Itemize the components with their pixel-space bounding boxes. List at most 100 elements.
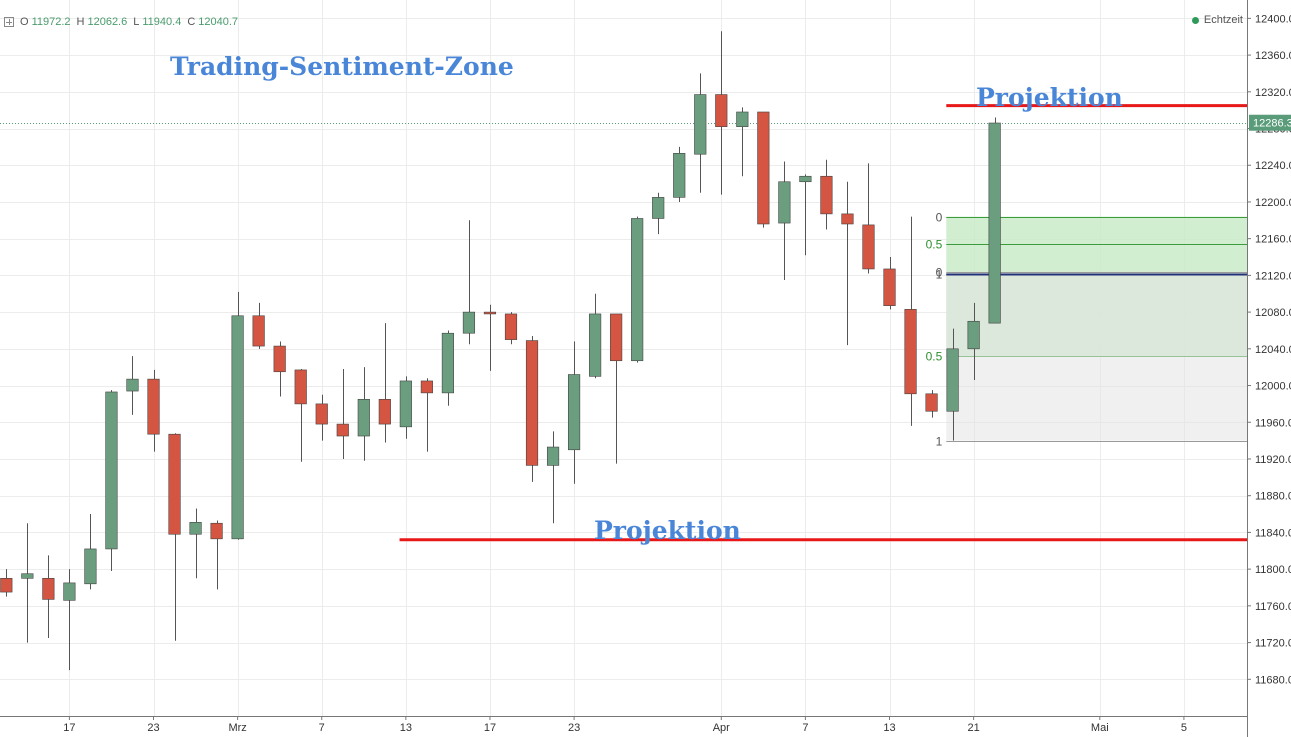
crosshair-icon[interactable] — [4, 17, 14, 27]
candle-body — [210, 522, 223, 540]
candle — [315, 394, 328, 441]
y-tick-label: 11960.0 — [1255, 417, 1291, 429]
candle-body — [925, 393, 938, 412]
candle-body — [715, 94, 728, 127]
y-tick-label: 11720.0 — [1255, 638, 1291, 650]
realtime-indicator[interactable]: Echtzeit — [1191, 14, 1243, 26]
x-tick-label: Apr — [713, 722, 730, 734]
candle — [105, 390, 118, 571]
candle — [378, 323, 391, 443]
candle-body — [610, 313, 623, 362]
fib-level-label: 0 — [936, 266, 943, 280]
candle — [820, 159, 833, 230]
candle — [967, 302, 980, 381]
y-tick-label: 12320.0 — [1255, 87, 1291, 99]
candle-body — [904, 309, 917, 395]
live-dot-icon — [1191, 16, 1199, 24]
candle — [673, 146, 686, 202]
fib-level-label: 1 — [936, 435, 943, 449]
annotation-projection-top: Projektion — [976, 83, 1123, 112]
x-tick-label: Mai — [1091, 722, 1109, 734]
candle — [273, 341, 286, 397]
candle-body — [315, 403, 328, 425]
candle-body — [820, 175, 833, 215]
fib-level-label: 0.5 — [926, 350, 943, 364]
candle-body — [42, 578, 55, 600]
candle-body — [63, 582, 76, 601]
candle — [0, 569, 13, 597]
y-tick-label: 12360.0 — [1255, 50, 1291, 62]
candle — [652, 192, 665, 235]
candle — [988, 117, 1001, 324]
candle — [715, 31, 728, 195]
candle-body — [694, 94, 707, 155]
y-tick-label: 12120.0 — [1255, 270, 1291, 282]
candle-body — [189, 522, 202, 535]
candle-body — [546, 446, 560, 466]
ohlc-high-key: H — [76, 16, 85, 28]
candle — [883, 257, 896, 310]
x-tick-label: 5 — [1181, 722, 1187, 734]
candle-body — [84, 548, 97, 585]
current-price-label: 12286.3 — [1253, 118, 1291, 130]
candle — [694, 73, 707, 193]
x-tick-label: 17 — [63, 722, 75, 734]
x-tick-label: 7 — [802, 722, 808, 734]
annotation-projection-bottom: Projektion — [594, 516, 741, 545]
candle-body — [399, 380, 412, 428]
candle-body — [273, 345, 286, 373]
x-tick-label: 7 — [319, 722, 325, 734]
candle-body — [946, 348, 959, 412]
candle-body — [252, 315, 265, 347]
candle — [84, 514, 97, 590]
candle — [946, 328, 959, 441]
ohlc-close-key: C — [187, 16, 196, 28]
candle-body — [967, 320, 980, 350]
candle — [631, 216, 644, 363]
candle — [21, 523, 34, 643]
candle — [483, 304, 497, 371]
candle-body — [483, 311, 497, 315]
candle — [294, 369, 307, 462]
candle-body — [21, 573, 34, 579]
candle-body — [631, 218, 644, 362]
candle — [63, 569, 76, 671]
candle — [420, 378, 433, 452]
candle — [147, 369, 160, 452]
candle — [462, 220, 476, 345]
x-axis: 17 23 Mrz 7 13 17 23 Apr 7 13 21 Mai 5 — [0, 716, 1247, 734]
ohlc-readout: O 11972.2 H 12062.6 L 11940.4 C 12040.7 — [0, 0, 238, 44]
x-tick-label: 23 — [147, 722, 159, 734]
x-tick-label: 13 — [400, 722, 412, 734]
candle — [357, 367, 370, 461]
candle-body — [652, 197, 665, 219]
candle — [610, 313, 623, 464]
y-tick-label: 12000.0 — [1255, 381, 1291, 393]
fib-level-label: 0 — [936, 211, 943, 225]
ohlc-high-value: 12062.6 — [87, 16, 128, 28]
y-axis: 11680.0 11720.0 11760.0 11800.0 11840.0 11880… — [1247, 0, 1291, 737]
ohlc-low-key: L — [133, 16, 140, 28]
candle-body — [736, 111, 749, 127]
candle — [925, 390, 938, 418]
realtime-label: Echtzeit — [1203, 14, 1243, 26]
candle-body — [841, 213, 854, 225]
ohlc-open-value: 11972.2 — [31, 16, 71, 28]
candle — [841, 181, 854, 346]
candle — [231, 291, 244, 540]
fib-level-label: 1 — [936, 268, 943, 282]
y-tick-label: 11840.0 — [1255, 527, 1291, 539]
x-tick-label: 21 — [968, 722, 980, 734]
candle-body — [0, 578, 13, 593]
candle-body — [883, 268, 896, 306]
candle — [589, 293, 602, 379]
candle-body — [988, 122, 1001, 324]
x-tick-label: 23 — [568, 722, 580, 734]
annotation-title: Trading-Sentiment-Zone — [170, 52, 514, 81]
candle-body — [799, 175, 812, 183]
candle — [567, 341, 581, 484]
candle-body — [147, 378, 160, 435]
candle-body — [420, 380, 433, 394]
candle-body — [126, 378, 139, 392]
